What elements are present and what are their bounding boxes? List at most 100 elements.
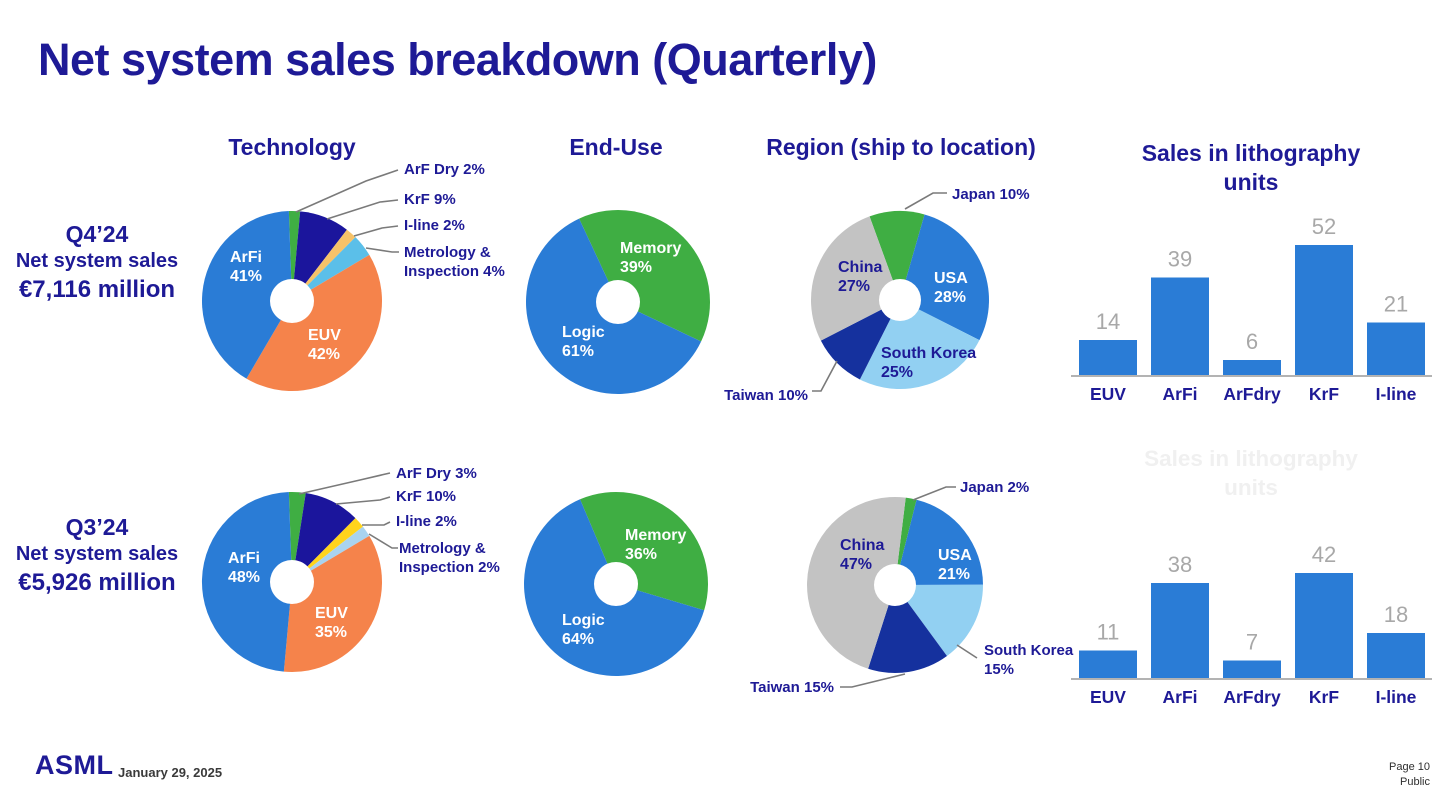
- slice-metrology-inspection: [292, 526, 370, 582]
- category-label-arfdry: ArFdry: [1223, 687, 1281, 707]
- value-label-arfi: 38: [1168, 552, 1192, 577]
- label-japan: Japan 10%: [952, 186, 1030, 203]
- page-number: Page 10: [1389, 761, 1430, 773]
- label-arfi: ArFi: [230, 249, 262, 266]
- q3-units-ghost-title: Sales in lithography units: [1144, 446, 1358, 500]
- label-euv: EUV: [308, 327, 341, 344]
- slice-metrology-inspection: [292, 237, 370, 301]
- slice-krf: [292, 493, 356, 582]
- label-metrology-inspection-line2: Inspection 4%: [404, 263, 505, 280]
- callout-line-arf-dry: [295, 169, 399, 213]
- q3-technology-donut-chart: ArF Dry 3% KrF 10% I-line 2% Metrology & Ins…: [201, 465, 500, 673]
- category-label-arfi: ArFi: [1163, 384, 1198, 404]
- value-label-krf: 42: [1312, 542, 1336, 567]
- donut-hole: [270, 560, 314, 604]
- slice-south-korea: [895, 584, 984, 657]
- footer-date: January 29, 2025: [118, 765, 223, 780]
- q4-net-system-sales-label: Net system sales: [15, 250, 179, 272]
- value-label-arfi: 39: [1168, 247, 1192, 272]
- bar-i-line: [1367, 322, 1425, 375]
- slice-arfi: [201, 211, 292, 379]
- label-taiwan: Taiwan 10%: [724, 387, 808, 404]
- category-label-arfi: ArFi: [1163, 687, 1198, 707]
- donut-hole: [874, 564, 916, 606]
- bar-euv: [1079, 650, 1137, 678]
- bar-arfi: [1151, 583, 1209, 678]
- label-memory-pct: 36%: [625, 546, 657, 563]
- slice-memory: [580, 491, 709, 611]
- column-header-end-use: End-Use: [569, 134, 663, 160]
- category-label-krf: KrF: [1309, 384, 1339, 404]
- callout-line-krf: [326, 199, 399, 220]
- slice-euv: [283, 535, 383, 673]
- column-header-technology: Technology: [228, 134, 356, 160]
- bar-krf: [1295, 245, 1353, 375]
- slice-taiwan: [868, 585, 947, 674]
- label-china: China: [838, 259, 883, 276]
- donut-hole: [879, 279, 921, 321]
- q4-technology-donut-chart: ArF Dry 2% KrF 9% I-line 2% Metrology & Insp…: [201, 161, 505, 392]
- label-china: China: [840, 537, 885, 554]
- asml-logo: ASML: [35, 750, 114, 780]
- value-label-krf: 52: [1312, 214, 1336, 239]
- slice-euv: [246, 254, 383, 392]
- q3-region-donut-chart: Japan 2% USA 21% South Korea 15% Taiwan 15% Ch…: [750, 479, 1074, 696]
- q4-enduse-donut-chart: Memory 39% Logic 61%: [526, 209, 711, 394]
- callout-line-i-line: [353, 225, 399, 237]
- slice-japan: [895, 497, 917, 585]
- q3-amount: €5,926 million: [18, 569, 176, 596]
- label-metrology-inspection-line2: Inspection 2%: [399, 559, 500, 576]
- slice-south-korea: [859, 300, 980, 390]
- label-euv-pct: 42%: [308, 346, 340, 363]
- label-usa: USA: [934, 270, 968, 287]
- classification-label: Public: [1400, 776, 1430, 788]
- label-krf: KrF 10%: [396, 488, 456, 505]
- bar-euv: [1079, 340, 1137, 375]
- slice-arf-dry: [288, 491, 306, 582]
- label-taiwan: Taiwan 15%: [750, 679, 834, 696]
- q3-enduse-donut-chart: Memory 36% Logic 64%: [524, 491, 709, 676]
- label-logic: Logic: [562, 612, 605, 629]
- bar-arfdry: [1223, 660, 1281, 678]
- callout-line-taiwan: [840, 673, 906, 688]
- label-euv: EUV: [315, 605, 348, 622]
- value-label-i-line: 18: [1384, 602, 1408, 627]
- label-arfi-pct: 41%: [230, 268, 262, 285]
- value-label-i-line: 21: [1384, 292, 1408, 317]
- label-arf-dry: ArF Dry 3%: [396, 465, 477, 482]
- category-label-euv: EUV: [1090, 687, 1126, 707]
- q4-units-bar-chart: 14 EUV 39 ArFi 6 ArFdry 52 KrF 21 I-line: [1071, 214, 1432, 404]
- q4-amount: €7,116 million: [18, 276, 176, 303]
- label-memory: Memory: [620, 240, 681, 257]
- label-south-korea-pct: 25%: [881, 364, 913, 381]
- label-logic-pct: 61%: [562, 343, 594, 360]
- callout-line-japan: [912, 486, 956, 501]
- label-metrology-inspection: Metrology &: [399, 540, 486, 557]
- q4-period: Q4’24: [65, 221, 129, 247]
- label-south-korea: South Korea: [881, 345, 976, 362]
- page-title: Net system sales breakdown (Quarterly): [38, 34, 877, 85]
- label-south-korea-pct: 15%: [984, 661, 1014, 678]
- label-arf-dry: ArF Dry 2%: [404, 161, 485, 178]
- category-label-arfdry: ArFdry: [1223, 384, 1281, 404]
- label-krf: KrF 9%: [404, 191, 456, 208]
- category-label-krf: KrF: [1309, 687, 1339, 707]
- slice-arf-dry: [288, 210, 301, 301]
- slice-memory: [579, 209, 711, 342]
- category-label-euv: EUV: [1090, 384, 1126, 404]
- callout-line-krf: [335, 496, 391, 505]
- label-euv-pct: 35%: [315, 624, 347, 641]
- callout-line-taiwan: [812, 360, 838, 392]
- slice-china: [811, 216, 900, 341]
- bar-i-line: [1367, 633, 1425, 678]
- label-usa-pct: 28%: [934, 289, 966, 306]
- label-logic: Logic: [562, 324, 605, 341]
- q3-units-bar-chart: 11 EUV 38 ArFi 7 ArFdry 42 KrF 18 I-line: [1071, 542, 1432, 707]
- callout-line-japan: [904, 192, 947, 210]
- row-label-q3: Q3’24 Net system sales €5,926 million: [2, 513, 192, 598]
- slice-arfi: [201, 492, 292, 672]
- label-i-line: I-line 2%: [396, 513, 457, 530]
- callout-line-metrology-inspection: [365, 247, 399, 253]
- slice-krf: [292, 211, 347, 301]
